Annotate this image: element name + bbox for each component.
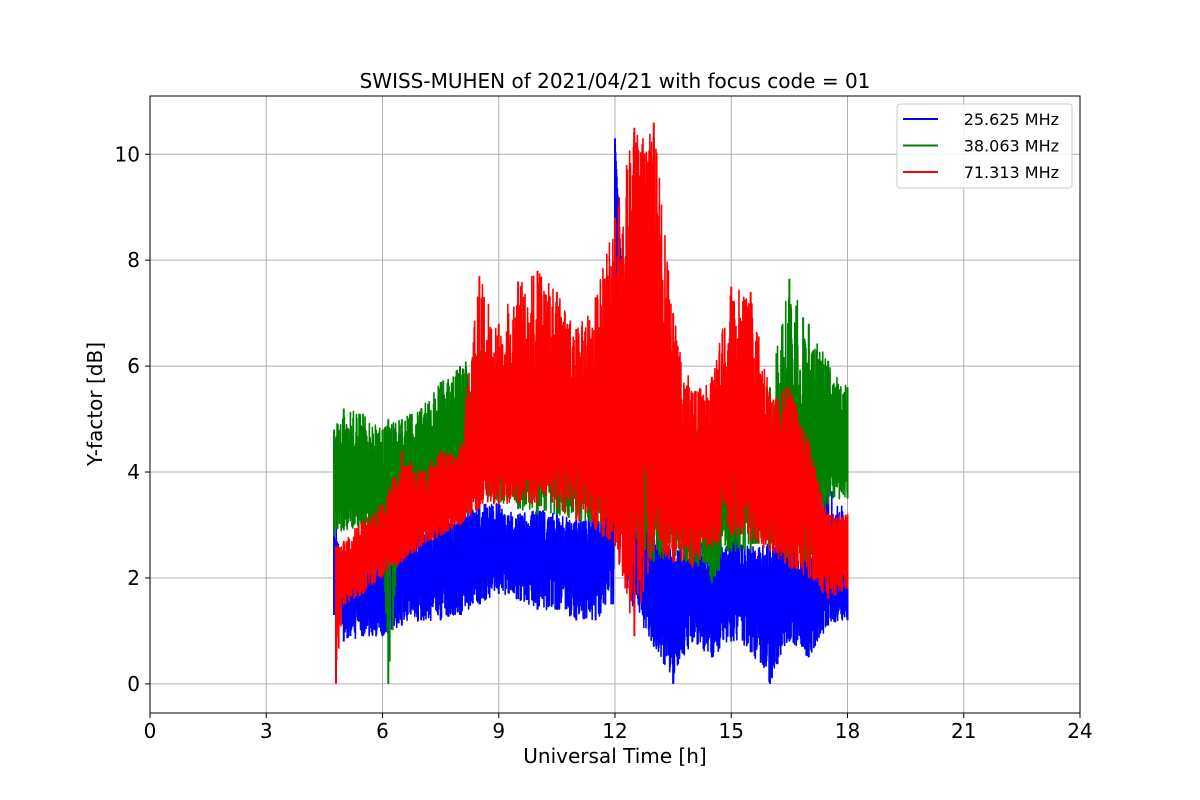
series-layer bbox=[333, 122, 849, 684]
x-tick-label: 3 bbox=[260, 719, 273, 743]
x-axis-label: Universal Time [h] bbox=[523, 744, 706, 768]
x-tick-label: 15 bbox=[719, 719, 744, 743]
legend: 25.625 MHz 38.063 MHz 71.313 MHz bbox=[896, 103, 1073, 189]
y-axis-label: Y-factor [dB] bbox=[83, 342, 107, 467]
y-tick-label: 10 bbox=[115, 142, 140, 166]
x-tick-label: 0 bbox=[144, 719, 157, 743]
legend-label: 25.625 MHz bbox=[964, 110, 1059, 129]
x-tick-label: 21 bbox=[951, 719, 976, 743]
legend-box bbox=[896, 103, 1073, 189]
legend-label: 38.063 MHz bbox=[964, 137, 1059, 156]
x-tick-label: 24 bbox=[1067, 719, 1092, 743]
x-tick-label: 12 bbox=[602, 719, 627, 743]
series-line bbox=[333, 141, 849, 683]
legend-label: 71.313 MHz bbox=[964, 163, 1059, 182]
chart-title: SWISS-MUHEN of 2021/04/21 with focus cod… bbox=[360, 69, 871, 93]
x-tick-label: 9 bbox=[492, 719, 505, 743]
y-tick-label: 4 bbox=[127, 460, 140, 484]
y-tick-label: 0 bbox=[127, 672, 140, 696]
y-tick-label: 8 bbox=[127, 248, 140, 272]
series-71-313-mhz bbox=[335, 122, 849, 684]
y-tick-label: 2 bbox=[127, 566, 140, 590]
x-tick-label: 6 bbox=[376, 719, 389, 743]
y-tick-label: 6 bbox=[127, 354, 140, 378]
x-tick-label: 18 bbox=[835, 719, 860, 743]
